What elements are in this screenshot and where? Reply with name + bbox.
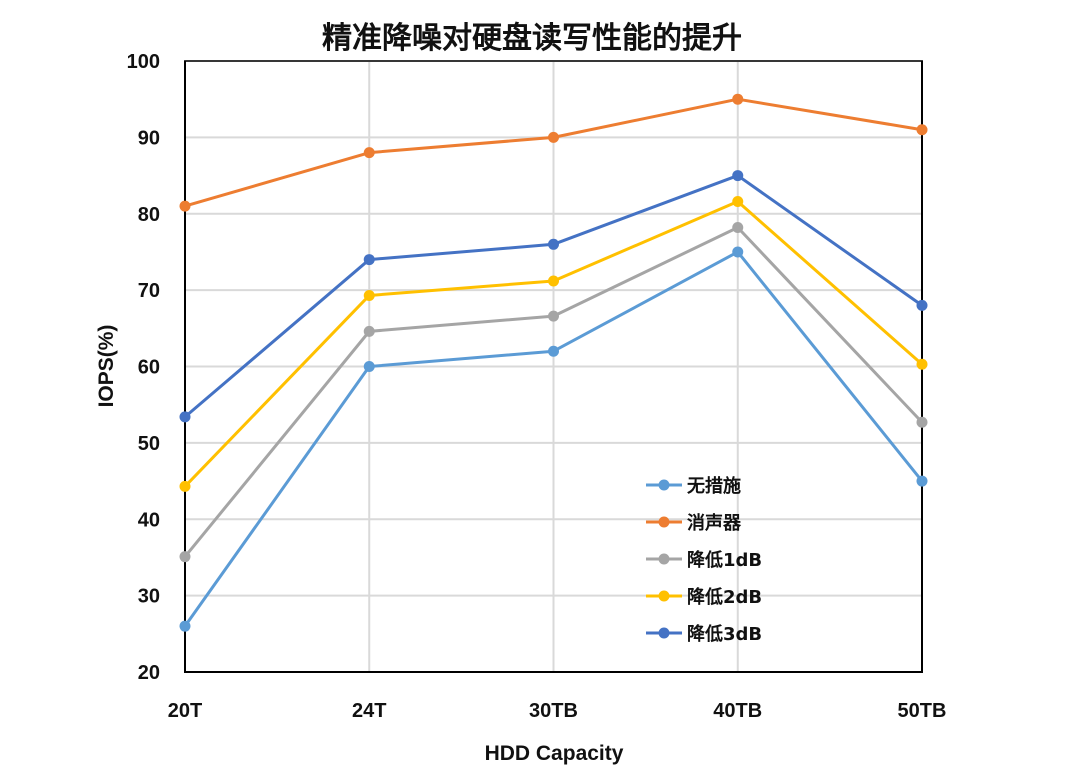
data-point xyxy=(548,238,559,250)
legend-label: 消声器 xyxy=(687,512,742,534)
x-tick-labels: 20T 24T 30TB 40TB 50TB xyxy=(168,700,947,722)
data-point xyxy=(548,345,559,357)
y-tick-label: 50 xyxy=(138,433,160,455)
legend-item: 无措施 xyxy=(646,475,741,497)
data-point xyxy=(179,620,191,632)
data-point xyxy=(179,480,191,492)
data-point xyxy=(179,200,191,212)
gridlines xyxy=(185,60,922,672)
data-point xyxy=(732,170,744,182)
y-tick-label: 90 xyxy=(138,127,160,149)
y-tick-label: 40 xyxy=(138,509,160,531)
data-point xyxy=(548,275,559,287)
y-tick-label: 100 xyxy=(127,51,160,73)
y-tick-label: 20 xyxy=(138,662,160,684)
data-point xyxy=(179,551,191,563)
legend-label: 降低3dB xyxy=(687,623,762,645)
data-point xyxy=(732,246,744,258)
series-line xyxy=(179,221,928,563)
legend-item: 降低2dB xyxy=(646,586,762,608)
series-line xyxy=(179,196,928,492)
series-line xyxy=(179,246,928,632)
data-point xyxy=(916,124,928,136)
data-point xyxy=(363,289,375,301)
series-group xyxy=(179,93,928,632)
x-tick-label: 50TB xyxy=(898,700,947,722)
x-tick-label: 30TB xyxy=(529,700,578,722)
x-axis-label: HDD Capacity xyxy=(485,742,624,765)
x-tick-label: 20T xyxy=(168,700,202,722)
legend-item: 降低3dB xyxy=(646,623,762,645)
data-point xyxy=(916,358,928,370)
data-point xyxy=(732,93,744,105)
legend-marker xyxy=(658,479,670,491)
legend-marker xyxy=(658,516,670,528)
data-point xyxy=(732,221,744,233)
legend-marker xyxy=(658,553,670,565)
legend-item: 降低1dB xyxy=(646,549,762,571)
chart-title: 精准降噪对硬盘读写性能的提升 xyxy=(322,21,742,56)
series-line xyxy=(179,93,928,212)
data-point xyxy=(548,310,559,322)
legend-item: 消声器 xyxy=(646,512,742,534)
data-point xyxy=(916,299,928,311)
y-tick-label: 70 xyxy=(138,280,160,302)
legend-marker xyxy=(658,590,670,602)
y-tick-label: 80 xyxy=(138,204,160,226)
data-point xyxy=(179,411,191,423)
data-point xyxy=(548,131,559,143)
data-point xyxy=(363,361,375,372)
data-point xyxy=(363,254,375,266)
x-tick-label: 24T xyxy=(352,700,386,722)
y-tick-labels: 20 30 40 50 60 70 80 90 100 xyxy=(127,51,160,684)
legend-label: 无措施 xyxy=(687,475,741,497)
legend-marker xyxy=(658,627,670,639)
y-axis-label: IOPS(%) xyxy=(95,325,118,408)
legend-label: 降低2dB xyxy=(687,586,762,608)
data-point xyxy=(916,475,928,487)
legend-label: 降低1dB xyxy=(687,549,762,571)
y-tick-label: 30 xyxy=(138,586,160,608)
data-point xyxy=(363,325,375,337)
series-line xyxy=(179,170,928,423)
data-point xyxy=(732,196,744,208)
data-point xyxy=(363,147,375,159)
y-tick-label: 60 xyxy=(138,357,160,379)
data-point xyxy=(916,416,928,428)
x-tick-label: 40TB xyxy=(713,700,762,722)
